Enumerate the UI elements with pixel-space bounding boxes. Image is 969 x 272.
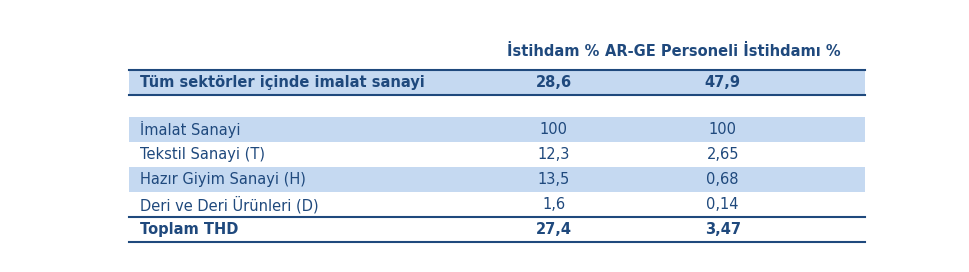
Text: 100: 100: [539, 122, 567, 137]
Text: 0,68: 0,68: [705, 172, 738, 187]
Text: 1,6: 1,6: [542, 197, 565, 212]
Text: 2,65: 2,65: [705, 147, 738, 162]
Text: Hazır Giyim Sanayi (H): Hazır Giyim Sanayi (H): [140, 172, 305, 187]
Text: Tekstil Sanayi (T): Tekstil Sanayi (T): [140, 147, 265, 162]
Bar: [129, 117, 864, 142]
Text: 12,3: 12,3: [537, 147, 569, 162]
Text: 13,5: 13,5: [537, 172, 569, 187]
Text: 100: 100: [708, 122, 735, 137]
Text: İstihdam %: İstihdam %: [507, 44, 599, 58]
Text: AR-GE Personeli İstihdamı %: AR-GE Personeli İstihdamı %: [605, 44, 839, 58]
Bar: [129, 167, 864, 192]
Text: 47,9: 47,9: [703, 75, 740, 89]
Text: İmalat Sanayi: İmalat Sanayi: [140, 121, 240, 138]
Text: Toplam THD: Toplam THD: [140, 222, 238, 237]
Text: 27,4: 27,4: [535, 222, 571, 237]
Text: Tüm sektörler içinde imalat sanayi: Tüm sektörler içinde imalat sanayi: [140, 75, 424, 89]
Text: 0,14: 0,14: [705, 197, 738, 212]
Bar: [129, 70, 864, 94]
Text: Deri ve Deri Ürünleri (D): Deri ve Deri Ürünleri (D): [140, 196, 319, 213]
Text: 3,47: 3,47: [703, 222, 740, 237]
Text: 28,6: 28,6: [535, 75, 571, 89]
